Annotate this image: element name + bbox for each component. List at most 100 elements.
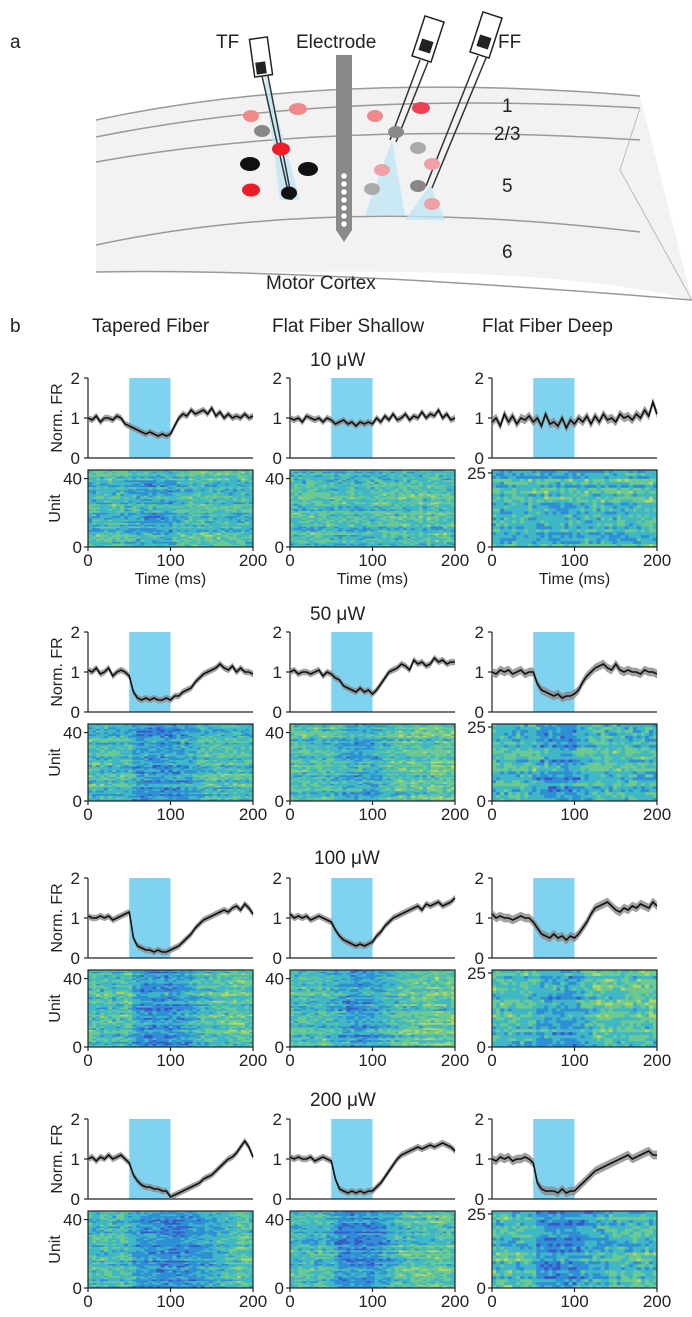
heatmap-cell <box>232 526 238 529</box>
heatmap-cell <box>414 538 420 541</box>
heatmap-cell <box>418 523 424 526</box>
heatmap-cell <box>520 541 525 545</box>
heatmap-cell <box>168 529 173 532</box>
heatmap-cell <box>446 485 452 488</box>
heatmap-cell <box>640 517 646 521</box>
heatmap-cell <box>294 526 299 529</box>
heatmap-cell <box>620 541 626 545</box>
heatmap-cell <box>318 536 323 539</box>
heatmap-cell <box>326 505 331 509</box>
heatmap-cell <box>140 475 145 478</box>
heatmap-cell <box>132 536 137 539</box>
heatmap-cell <box>434 528 440 531</box>
heatmap-cell <box>196 497 202 500</box>
heatmap-cell <box>240 480 246 483</box>
heatmap-cell <box>446 514 452 517</box>
heatmap-cell <box>96 509 101 512</box>
heatmap-cell <box>212 478 218 481</box>
heatmap-cell <box>382 519 387 522</box>
heatmap-cell <box>318 488 323 491</box>
panel-a-letter: a <box>10 32 21 53</box>
heatmap-cell <box>144 529 149 532</box>
heatmap-cell <box>318 517 323 521</box>
heatmap-cell <box>430 483 436 486</box>
heatmap-cell <box>434 509 440 512</box>
heatmap-cell <box>588 502 594 506</box>
heatmap-cell <box>508 532 513 536</box>
heatmap-cell <box>310 543 315 546</box>
heatmap-cell <box>184 480 190 483</box>
heatmap-cell <box>394 485 400 488</box>
heatmap-cell <box>394 526 400 529</box>
heatmap-cell <box>374 481 379 485</box>
heatmap-cell <box>382 480 387 483</box>
heatmap-cell <box>208 523 214 526</box>
heatmap-cell <box>604 502 610 506</box>
heatmap-cell <box>390 543 396 546</box>
heatmap-cell <box>140 478 145 481</box>
heatmap-cell <box>378 490 383 493</box>
heatmap-cell <box>584 544 589 548</box>
heatmap-cell <box>504 496 509 501</box>
heatmap-cell <box>616 481 622 486</box>
heatmap-cell <box>616 470 622 474</box>
heatmap-cell <box>354 502 359 505</box>
heatmap-cell <box>556 484 561 489</box>
heatmap-cell <box>346 540 351 543</box>
heatmap-cell <box>394 478 400 481</box>
heatmap-cell <box>492 487 497 492</box>
heatmap-cell <box>410 540 416 543</box>
heatmap-cell <box>438 540 444 543</box>
heatmap-cell <box>374 473 379 476</box>
heatmap-cell <box>318 538 323 541</box>
heatmap-cell <box>144 526 149 529</box>
heatmap-cell <box>552 529 557 533</box>
heatmap-cell <box>592 505 598 509</box>
heatmap-cell <box>112 516 117 519</box>
heatmap-cell <box>310 497 315 500</box>
heatmap-cell <box>100 502 105 505</box>
heatmap-cell <box>370 471 375 474</box>
heatmap-cell <box>172 523 177 526</box>
heatmap-cell <box>370 490 375 493</box>
heatmap-cell <box>430 541 436 544</box>
heatmap-cell <box>104 727 109 730</box>
heatmap-cell <box>394 473 400 476</box>
heatmap-cell <box>342 471 347 474</box>
heatmap-cell <box>136 545 141 548</box>
heatmap-cell <box>544 520 549 524</box>
heatmap-cell <box>298 543 303 546</box>
heatmap-cell <box>342 517 347 521</box>
heatmap-cell <box>604 508 610 512</box>
heatmap-cell <box>548 484 553 489</box>
heatmap-cell <box>248 470 254 473</box>
heatmap-cell <box>620 526 626 530</box>
heatmap-cell <box>208 517 214 521</box>
heatmap-cell <box>290 538 295 541</box>
heatmap-cell <box>370 540 375 543</box>
heatmap-cell <box>298 517 303 521</box>
heatmap-cell <box>302 517 307 521</box>
heatmap-cell <box>636 538 642 542</box>
heatmap-cell <box>306 523 311 526</box>
heatmap-cell <box>446 524 452 527</box>
heatmap-cell <box>402 529 408 532</box>
heatmap-cell <box>620 514 626 518</box>
heatmap-cell <box>584 523 589 527</box>
heatmap-cell <box>192 517 198 521</box>
heatmap-cell <box>132 725 137 728</box>
heatmap-cell <box>528 470 533 474</box>
heatmap-cell <box>172 517 177 521</box>
heatmap-cell <box>240 505 246 509</box>
heatmap-cell <box>342 504 347 507</box>
heatmap-cell <box>386 541 392 544</box>
heatmap-cell <box>544 532 549 536</box>
heatmap-cell <box>148 545 153 548</box>
heatmap-cell <box>208 543 214 546</box>
heatmap-cell <box>350 516 355 519</box>
heatmap-cell <box>334 545 339 548</box>
heatmap-cell <box>422 502 428 505</box>
heatmap-cell <box>176 483 181 486</box>
heatmap-cell <box>108 727 113 730</box>
heatmap-cell <box>414 497 420 500</box>
